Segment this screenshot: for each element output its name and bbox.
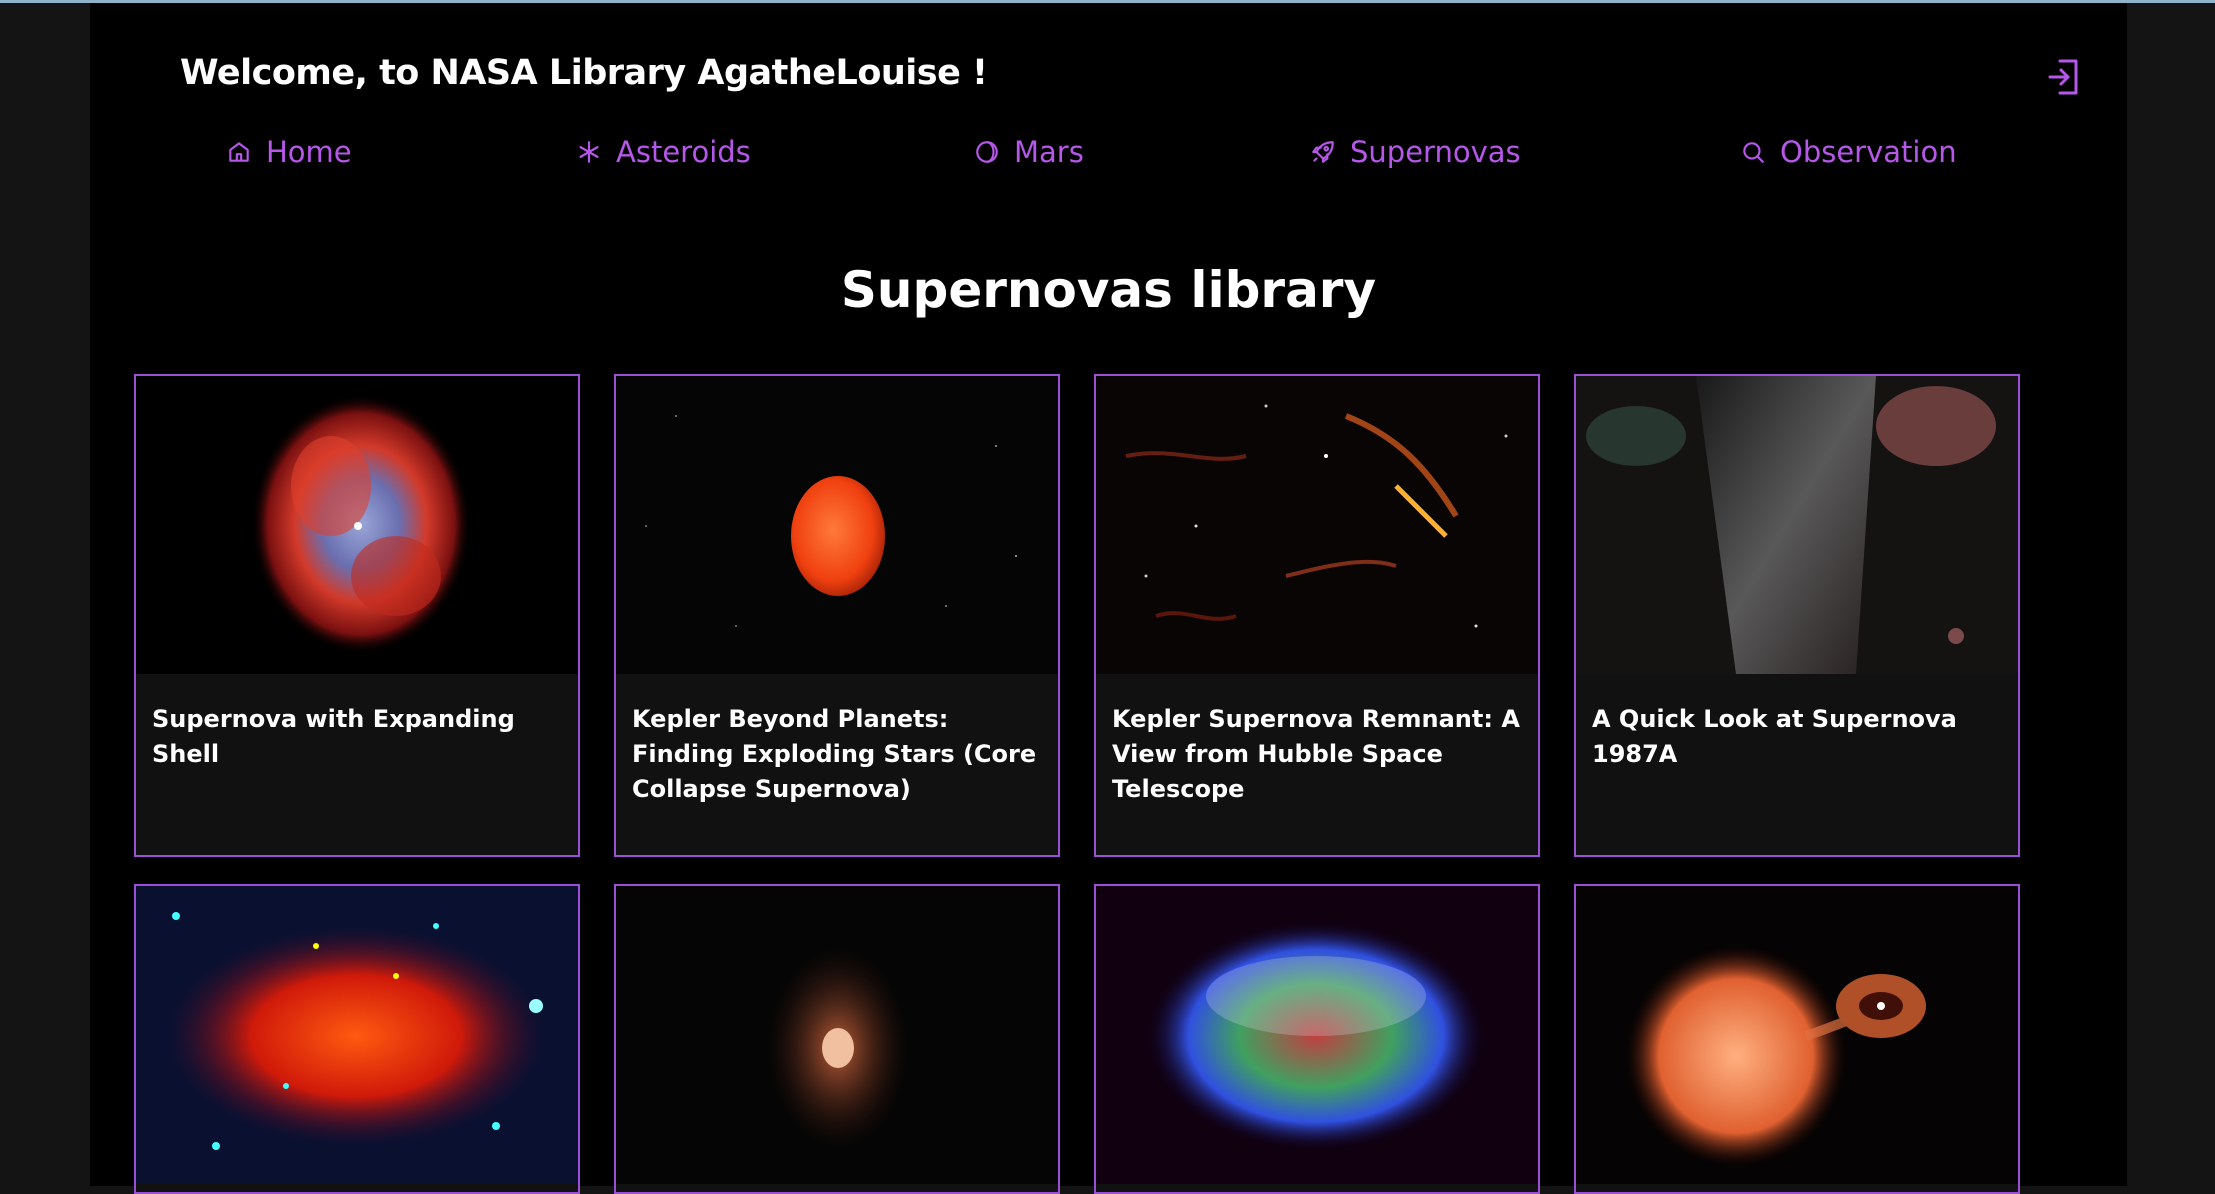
nav-label-supernovas: Supernovas xyxy=(1350,135,1521,169)
nav-item-mars[interactable]: Mars xyxy=(974,135,1084,169)
supernova-card[interactable] xyxy=(1574,884,2020,1194)
card-image xyxy=(616,886,1058,1184)
nav-label-home: Home xyxy=(266,135,352,169)
card-title: Supernova with Expanding Shell xyxy=(152,705,515,768)
home-icon xyxy=(229,142,249,162)
nav-label-observation: Observation xyxy=(1780,135,1957,169)
welcome-heading: Welcome, to NASA Library AgatheLouise ! xyxy=(180,53,988,93)
asterisk-icon xyxy=(579,141,599,163)
card-image xyxy=(616,376,1058,674)
logout-icon[interactable] xyxy=(2046,57,2082,97)
supernova-card[interactable] xyxy=(1094,884,1540,1194)
card-image xyxy=(1096,376,1538,674)
card-title: A Quick Look at Supernova 1987A xyxy=(1592,705,1957,768)
rocket-icon xyxy=(1312,141,1334,163)
supernova-card[interactable]: Supernova with Expanding Shell xyxy=(134,374,580,857)
supernova-card[interactable]: Kepler Supernova Remnant: A View from Hu… xyxy=(1094,374,1540,857)
page-frame: Welcome, to NASA Library AgatheLouise ! … xyxy=(90,3,2127,1194)
supernova-card[interactable] xyxy=(614,884,1060,1194)
page-title: Supernovas library xyxy=(840,261,1377,319)
nav-item-home[interactable]: Home xyxy=(226,135,352,169)
nav-label-asteroids: Asteroids xyxy=(616,135,751,169)
supernova-card[interactable]: A Quick Look at Supernova 1987A xyxy=(1574,374,2020,857)
nav-item-asteroids[interactable]: Asteroids xyxy=(576,135,751,169)
supernova-card[interactable] xyxy=(134,884,580,1194)
top-border xyxy=(0,0,2215,3)
card-image xyxy=(1576,886,2018,1184)
supernova-card[interactable]: Kepler Beyond Planets: Finding Exploding… xyxy=(614,374,1060,857)
card-title: Kepler Supernova Remnant: A View from Hu… xyxy=(1112,705,1520,803)
moon-icon xyxy=(976,141,998,163)
nav-item-supernovas[interactable]: Supernovas xyxy=(1310,135,1521,169)
nav-label-mars: Mars xyxy=(1014,135,1084,169)
nav-item-observation[interactable]: Observation xyxy=(1740,135,1957,169)
card-image xyxy=(136,376,578,674)
card-image xyxy=(136,886,578,1184)
card-image xyxy=(1576,376,2018,674)
card-image xyxy=(1096,886,1538,1184)
search-icon xyxy=(1743,142,1764,163)
main-nav: Home Asteroids Mars Supernovas xyxy=(90,135,2127,185)
card-title: Kepler Beyond Planets: Finding Exploding… xyxy=(632,705,1037,803)
